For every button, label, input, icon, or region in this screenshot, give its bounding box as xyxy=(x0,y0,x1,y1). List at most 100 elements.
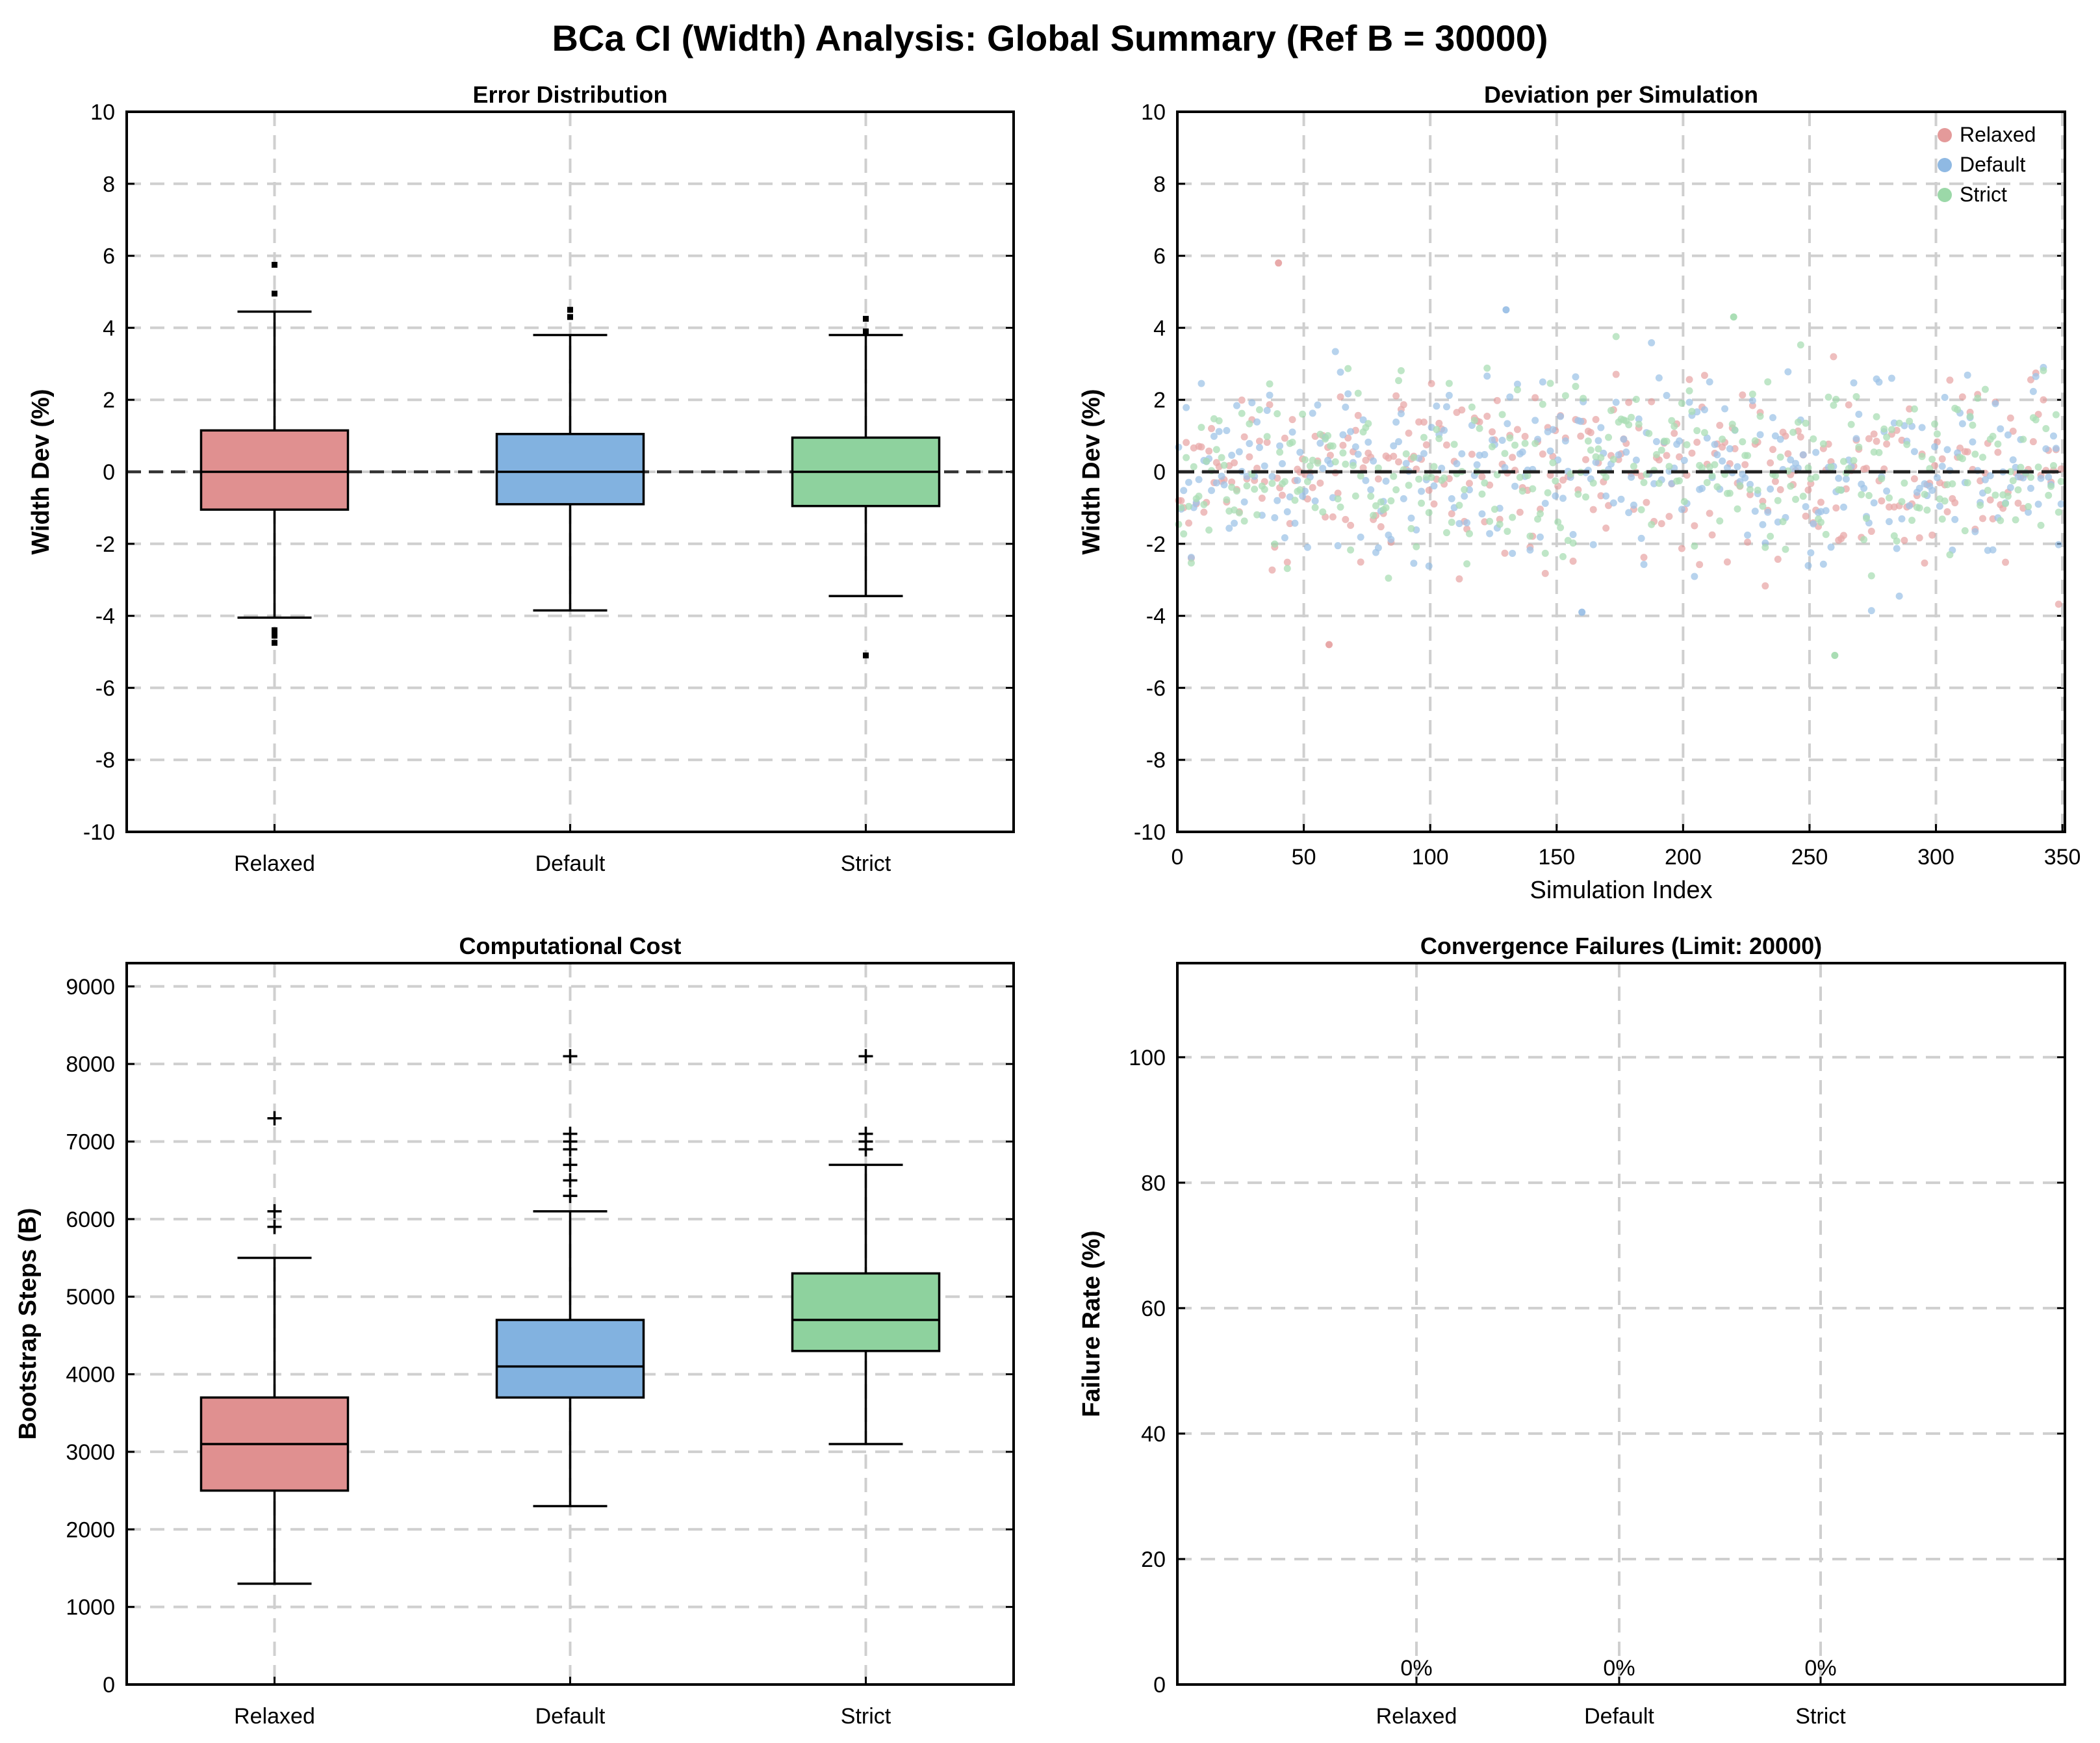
deviation-point xyxy=(1337,393,1344,401)
deviation-point xyxy=(1266,401,1274,409)
deviation-point xyxy=(1180,487,1188,495)
deviation-point xyxy=(1294,476,1301,484)
deviation-point xyxy=(1430,500,1438,508)
deviation-point xyxy=(1569,539,1577,547)
deviation-point xyxy=(1255,406,1263,414)
deviation-point xyxy=(1744,452,1752,459)
deviation-point xyxy=(1655,480,1663,487)
deviation-point xyxy=(1792,495,1800,503)
error-box-relaxed xyxy=(199,261,350,646)
deviation-point xyxy=(1943,508,1951,515)
deviation-point xyxy=(1362,476,1370,484)
deviation-point xyxy=(1663,452,1671,459)
deviation-point xyxy=(1357,472,1364,480)
deviation-point xyxy=(1212,479,1220,487)
cost-flier xyxy=(858,1126,873,1141)
deviation-point xyxy=(1311,504,1319,511)
deviation-point xyxy=(1502,306,1510,314)
deviation-point xyxy=(1746,485,1754,493)
deviation-point xyxy=(1342,515,1350,523)
deviation-point xyxy=(2040,396,2047,404)
deviation-point xyxy=(1372,502,1380,510)
deviation-point xyxy=(1395,377,1403,385)
deviation-point xyxy=(1658,520,1665,528)
deviation-point xyxy=(1597,424,1605,432)
deviation-point xyxy=(1450,441,1458,448)
deviation-point xyxy=(1678,400,1685,407)
deviation-point xyxy=(1465,530,1473,537)
deviation-point xyxy=(1233,402,1240,409)
deviation-point xyxy=(1577,417,1585,425)
deviation-point xyxy=(1888,426,1895,433)
deviation-point xyxy=(1744,538,1752,546)
cost-flier xyxy=(267,1219,282,1234)
deviation-point xyxy=(1546,380,1554,387)
deviation-point xyxy=(1584,437,1592,445)
deviation-point xyxy=(1511,482,1519,490)
deviation-point xyxy=(1268,566,1276,574)
deviation-point xyxy=(1883,433,1891,441)
deviation-point xyxy=(1873,437,1880,445)
deviation-point xyxy=(1561,392,1569,400)
deviation-point xyxy=(1850,457,1858,465)
deviation-point xyxy=(1602,524,1610,532)
deviation-point xyxy=(1418,487,1426,495)
cost-flier xyxy=(563,1173,578,1188)
deviation-point xyxy=(1923,506,1931,514)
deviation-point xyxy=(1344,390,1352,398)
deviation-point xyxy=(1283,508,1291,516)
deviation-point xyxy=(2027,473,2034,481)
deviation-point xyxy=(1415,418,1423,426)
deviation-point xyxy=(1195,493,1203,500)
deviation-point xyxy=(1465,486,1473,494)
deviation-point xyxy=(2045,491,2053,499)
deviation-point xyxy=(1458,450,1466,458)
deviation-point xyxy=(1789,428,1797,436)
deviation-point xyxy=(1364,438,1372,446)
deviation-point xyxy=(1719,457,1726,465)
deviation-point xyxy=(1218,454,1225,461)
deviation-point xyxy=(1183,439,1190,446)
deviation-point xyxy=(1883,487,1891,495)
deviation-point xyxy=(1754,486,1761,494)
deviation-xtick-label: 100 xyxy=(1412,845,1449,870)
deviation-point xyxy=(1708,531,1716,539)
deviation-xtick-label: 250 xyxy=(1791,845,1828,870)
cost-ytick-label: 4000 xyxy=(66,1363,115,1388)
deviation-point xyxy=(1342,404,1350,411)
deviation-point xyxy=(1504,420,1511,428)
error-xtick-label: Relaxed xyxy=(234,851,315,876)
deviation-point xyxy=(1862,515,1870,523)
deviation-point xyxy=(1759,497,1767,505)
error-ytick-label: -2 xyxy=(96,532,115,557)
deviation-point xyxy=(1731,426,1739,434)
deviation-point xyxy=(1969,438,1977,446)
failures-ytick-label: 0 xyxy=(1153,1673,1166,1698)
deviation-point xyxy=(1865,491,1873,499)
error-flier xyxy=(567,314,573,320)
deviation-point xyxy=(1756,431,1764,439)
deviation-point xyxy=(1767,532,1774,540)
deviation-point xyxy=(1296,448,1304,456)
deviation-point xyxy=(1541,549,1549,557)
deviation-point xyxy=(1442,441,1450,449)
deviation-point xyxy=(1802,419,1810,427)
deviation-point xyxy=(1441,426,1448,434)
deviation-ytick-label: -4 xyxy=(1146,604,1166,629)
deviation-point xyxy=(1557,524,1565,532)
deviation-series-strict xyxy=(1175,313,2065,660)
deviation-point xyxy=(1819,440,1827,448)
deviation-point xyxy=(1552,477,1559,485)
deviation-point xyxy=(2052,445,2060,452)
deviation-point xyxy=(1645,430,1653,437)
deviation-point xyxy=(1311,497,1319,505)
deviation-point xyxy=(1509,549,1517,557)
deviation-point xyxy=(1807,549,1815,557)
deviation-point xyxy=(1685,398,1693,406)
deviation-point xyxy=(1625,398,1633,406)
deviation-point xyxy=(1299,410,1307,418)
cost-ytick-label: 9000 xyxy=(66,975,115,1000)
deviation-point xyxy=(1612,398,1620,406)
deviation-point xyxy=(1734,505,1741,513)
deviation-point xyxy=(1301,456,1309,463)
